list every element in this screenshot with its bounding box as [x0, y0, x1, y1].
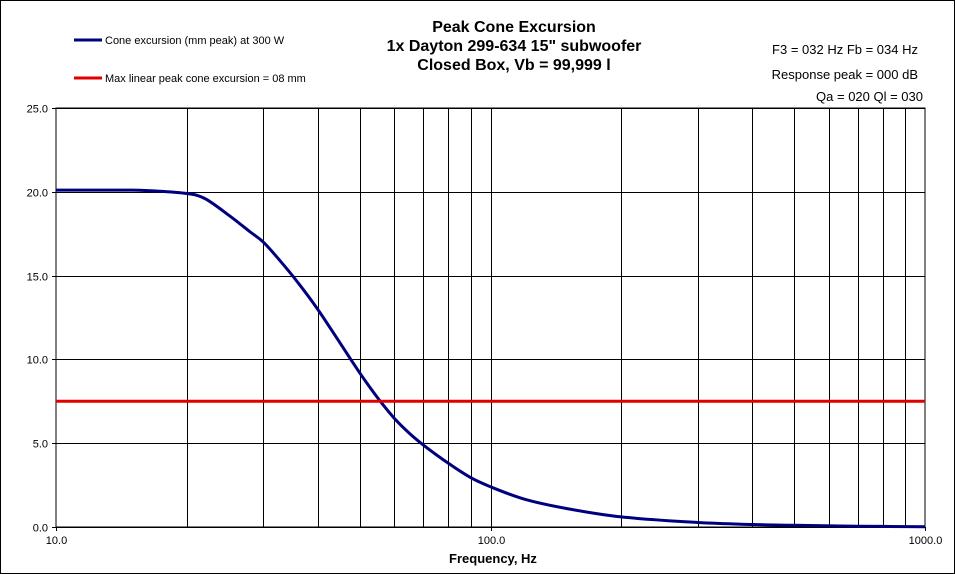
plot-area: 0.0 5.0 10.0 15.0 20.0 25.0 10.0 100.0 1000.0	[27, 104, 943, 548]
info-line-response-peak: Response peak = 000 dB	[772, 67, 918, 82]
plot-border	[55, 107, 926, 528]
series-line-excursion	[55, 188, 926, 529]
x-tick-label: 100.0	[478, 535, 506, 547]
x-tick-label: 1000.0	[909, 535, 943, 547]
y-tick-label: 20.0	[27, 188, 48, 200]
x-tick-label: 10.0	[46, 535, 67, 547]
chart-title-line-3: Closed Box, Vb = 99,999 l	[417, 57, 610, 74]
legend-label-max-linear: Max linear peak cone excursion = 08 mm	[105, 73, 306, 85]
x-axis-title: Frequency, Hz	[449, 551, 537, 566]
y-tick-label: 5.0	[33, 439, 48, 451]
y-tick-label: 0.0	[33, 523, 48, 535]
chart-title-line-1: Peak Cone Excursion	[432, 19, 596, 36]
info-line-qa-ql: Qa = 020 Ql = 030	[816, 89, 923, 104]
y-tick-label: 10.0	[27, 355, 48, 367]
info-line-f3-fb: F3 = 032 Hz Fb = 034 Hz	[772, 42, 918, 57]
y-tick-label: 15.0	[27, 272, 48, 284]
legend-label-excursion: Cone excursion (mm peak) at 300 W	[105, 35, 285, 47]
y-tick-label: 25.0	[27, 104, 48, 116]
chart-title-line-2: 1x Dayton 299-634 15" subwoofer	[387, 38, 642, 55]
